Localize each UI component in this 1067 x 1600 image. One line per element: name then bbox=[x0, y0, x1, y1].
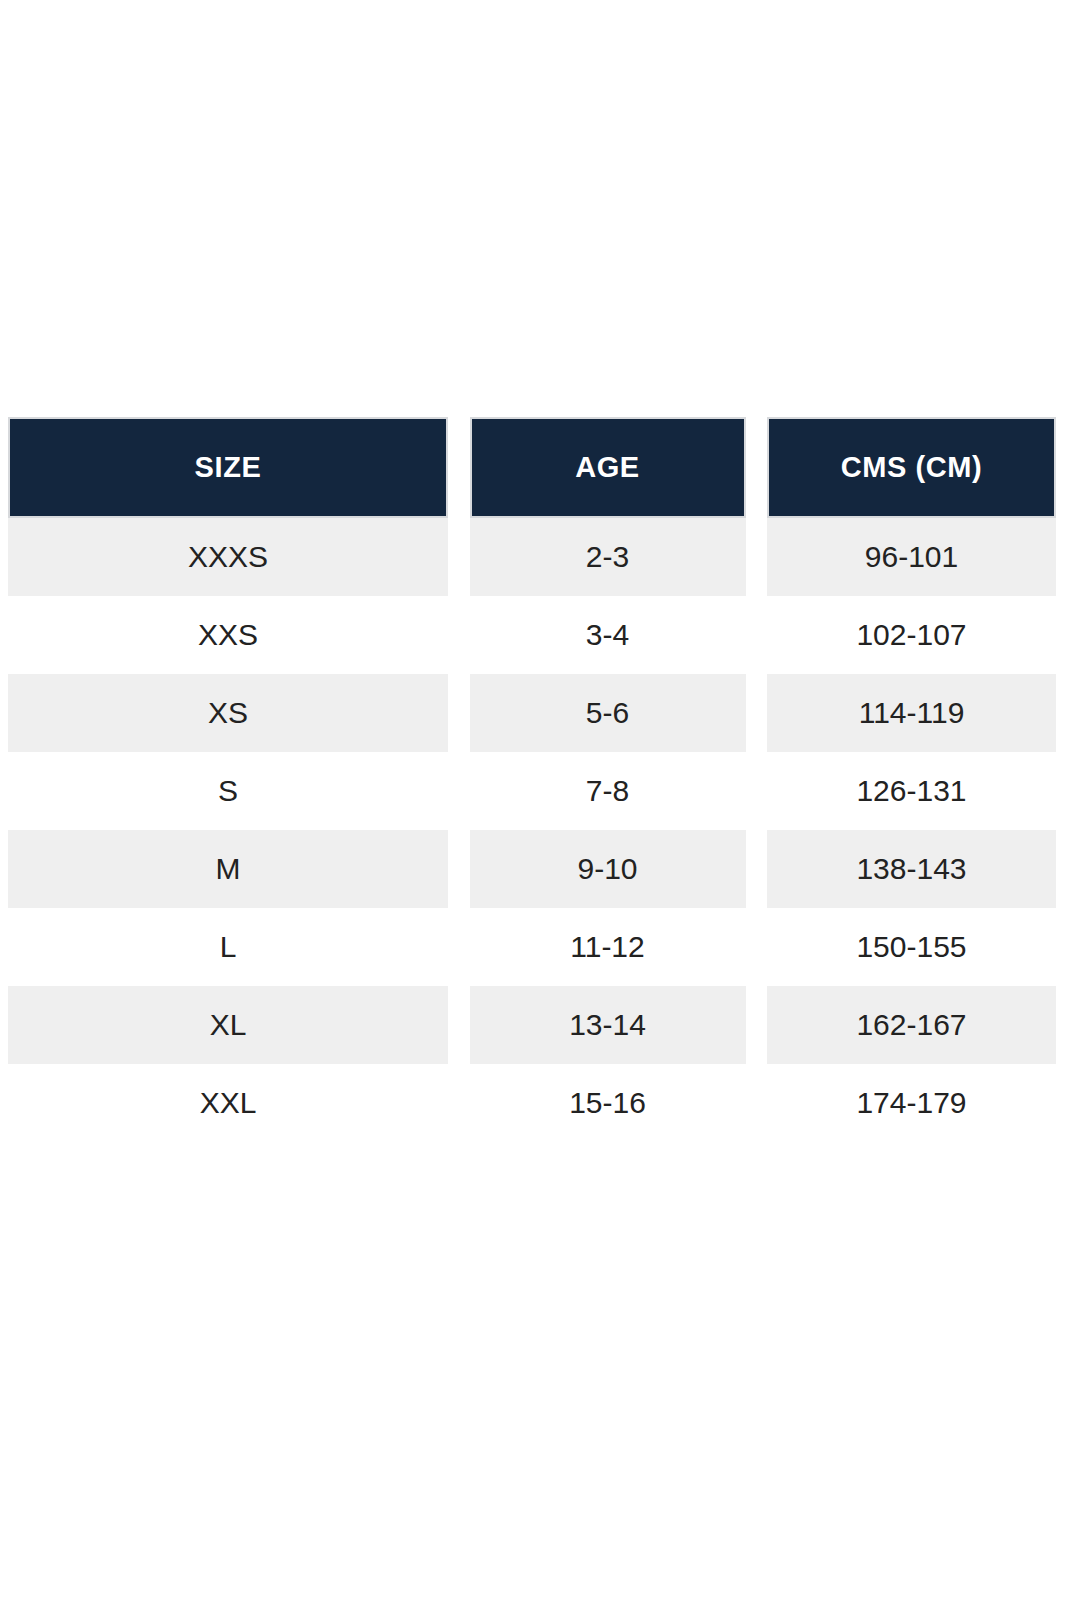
size-chart-page: SIZE XXXSXXSXSSMLXLXXL AGE 2-33-45-67-89… bbox=[0, 0, 1067, 1600]
column-cms: CMS (CM) 96-101102-107114-119126-131138-… bbox=[767, 417, 1056, 1142]
table-cell: XXXS bbox=[8, 518, 448, 596]
table-cell: 11-12 bbox=[470, 908, 746, 986]
table-cell: 5-6 bbox=[470, 674, 746, 752]
table-cell: XXL bbox=[8, 1064, 448, 1142]
table-cell: XXS bbox=[8, 596, 448, 674]
column-header-size: SIZE bbox=[8, 417, 448, 518]
table-cell: 7-8 bbox=[470, 752, 746, 830]
column-cms-cells: 96-101102-107114-119126-131138-143150-15… bbox=[767, 518, 1056, 1142]
column-age: AGE 2-33-45-67-89-1011-1213-1415-16 bbox=[470, 417, 746, 1142]
column-size-cells: XXXSXXSXSSMLXLXXL bbox=[8, 518, 448, 1142]
table-cell: 162-167 bbox=[767, 986, 1056, 1064]
table-cell: 150-155 bbox=[767, 908, 1056, 986]
table-cell: 9-10 bbox=[470, 830, 746, 908]
table-cell: 13-14 bbox=[470, 986, 746, 1064]
table-cell: 114-119 bbox=[767, 674, 1056, 752]
column-age-cells: 2-33-45-67-89-1011-1213-1415-16 bbox=[470, 518, 746, 1142]
table-cell: 15-16 bbox=[470, 1064, 746, 1142]
table-cell: XL bbox=[8, 986, 448, 1064]
table-cell: L bbox=[8, 908, 448, 986]
table-cell: 3-4 bbox=[470, 596, 746, 674]
column-header-age: AGE bbox=[470, 417, 746, 518]
column-size: SIZE XXXSXXSXSSMLXLXXL bbox=[8, 417, 448, 1142]
table-cell: 96-101 bbox=[767, 518, 1056, 596]
table-cell: 126-131 bbox=[767, 752, 1056, 830]
table-cell: 102-107 bbox=[767, 596, 1056, 674]
column-header-cms: CMS (CM) bbox=[767, 417, 1056, 518]
table-cell: S bbox=[8, 752, 448, 830]
table-cell: 2-3 bbox=[470, 518, 746, 596]
table-cell: M bbox=[8, 830, 448, 908]
table-cell: 138-143 bbox=[767, 830, 1056, 908]
size-chart-table: SIZE XXXSXXSXSSMLXLXXL AGE 2-33-45-67-89… bbox=[8, 417, 1056, 1142]
table-cell: XS bbox=[8, 674, 448, 752]
table-cell: 174-179 bbox=[767, 1064, 1056, 1142]
